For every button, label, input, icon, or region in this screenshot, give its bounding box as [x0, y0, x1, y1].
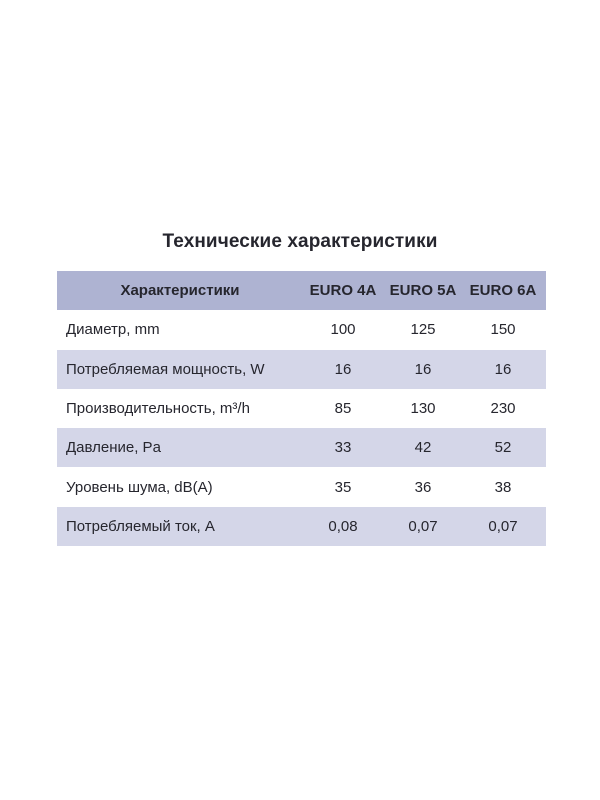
row-value: 125: [410, 321, 436, 339]
row-value: 0,08: [328, 517, 358, 535]
row-label: Диаметр, mm: [66, 321, 160, 339]
row-value: 52: [494, 439, 512, 457]
table-header-row: Характеристики EURO 4A EURO 5A EURO 6A: [57, 271, 546, 311]
row-value: 42: [414, 439, 432, 457]
row-label: Потребляемая мощность, W: [66, 360, 265, 378]
row-value: 100: [330, 321, 356, 339]
row-label: Производительность, m³/h: [66, 400, 250, 418]
row-label: Потребляемый ток, А: [66, 517, 215, 535]
row-value: 0,07: [408, 517, 438, 535]
row-value: 130: [410, 400, 436, 418]
row-value: 36: [414, 478, 432, 496]
table-row-noise: Уровень шума, dB(A) 35 36 38: [57, 467, 546, 507]
header-col-euro-6a: EURO 6A: [469, 282, 537, 300]
row-value: 230: [490, 400, 516, 418]
row-value: 16: [334, 360, 352, 378]
row-value: 85: [334, 400, 352, 418]
row-value: 38: [494, 478, 512, 496]
header-col-euro-5a: EURO 5A: [389, 282, 457, 300]
header-label-cell: Характеристики: [120, 282, 240, 300]
row-label: Уровень шума, dB(A): [66, 478, 213, 496]
row-value: 16: [494, 360, 512, 378]
header-col-euro-4a: EURO 4A: [309, 282, 377, 300]
row-value: 16: [414, 360, 432, 378]
table-row-diameter: Диаметр, mm 100 125 150: [57, 310, 546, 350]
table-row-airflow: Производительность, m³/h 85 130 230: [57, 388, 546, 429]
row-value: 150: [490, 321, 516, 339]
page-title: Технические характеристики: [162, 231, 438, 252]
row-value: 0,07: [488, 517, 518, 535]
row-value: 33: [334, 439, 352, 457]
table-row-power: Потребляемая мощность, W 16 16 16: [57, 349, 546, 389]
table-row-current: Потребляемый ток, А 0,08 0,07 0,07: [57, 506, 546, 547]
row-label: Давление, Pa: [66, 439, 161, 457]
row-value: 35: [334, 478, 352, 496]
table-row-pressure: Давление, Pa 33 42 52: [57, 428, 546, 468]
spec-table: Характеристики EURO 4A EURO 5A EURO 6A Д…: [57, 271, 546, 547]
